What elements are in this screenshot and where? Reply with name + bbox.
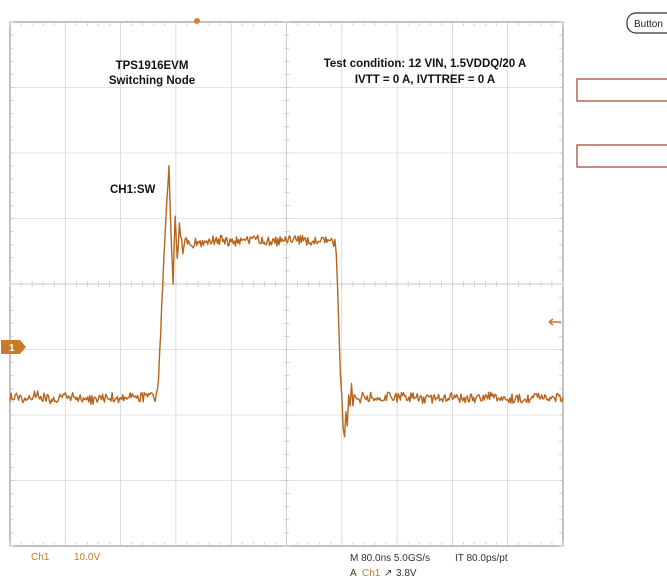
trigger-position-marker [194,18,200,24]
readout-trigger-prefix: A [350,568,357,579]
readout-channel: Ch1 [31,552,50,563]
channel1-marker-label: 1 [9,343,15,354]
readout-record: IT 80.0ps/pt [455,553,508,564]
side-button[interactable]: Button [626,12,667,34]
side-button-label: Button [634,19,663,30]
device-title-line1: TPS1916EVM [116,60,189,72]
readout-trigger-channel: Ch1 [362,568,381,579]
channel-label: CH1:SW [110,184,156,196]
switching-node-trace [9,164,564,438]
side-box-2[interactable] [576,144,667,168]
test-condition-line1: Test condition: 12 VIN, 1.5VDDQ/20 A [324,58,527,70]
readout-timebase: M 80.0ns 5.0GS/s [350,553,430,564]
readout-scale: 10.0V [74,552,100,563]
test-condition-line2: IVTT = 0 A, IVTTREF = 0 A [355,74,495,86]
trace-layer [9,164,564,438]
channel1-ground-marker: 1 [1,340,26,354]
trigger-level-arrow [548,318,561,326]
side-box-1[interactable] [576,78,667,102]
readout-trigger-level: 3.8V [396,568,417,579]
device-title-line2: Switching Node [109,75,195,87]
plot-grid [9,21,564,547]
readout-trigger-slope: ↗ [384,568,392,579]
